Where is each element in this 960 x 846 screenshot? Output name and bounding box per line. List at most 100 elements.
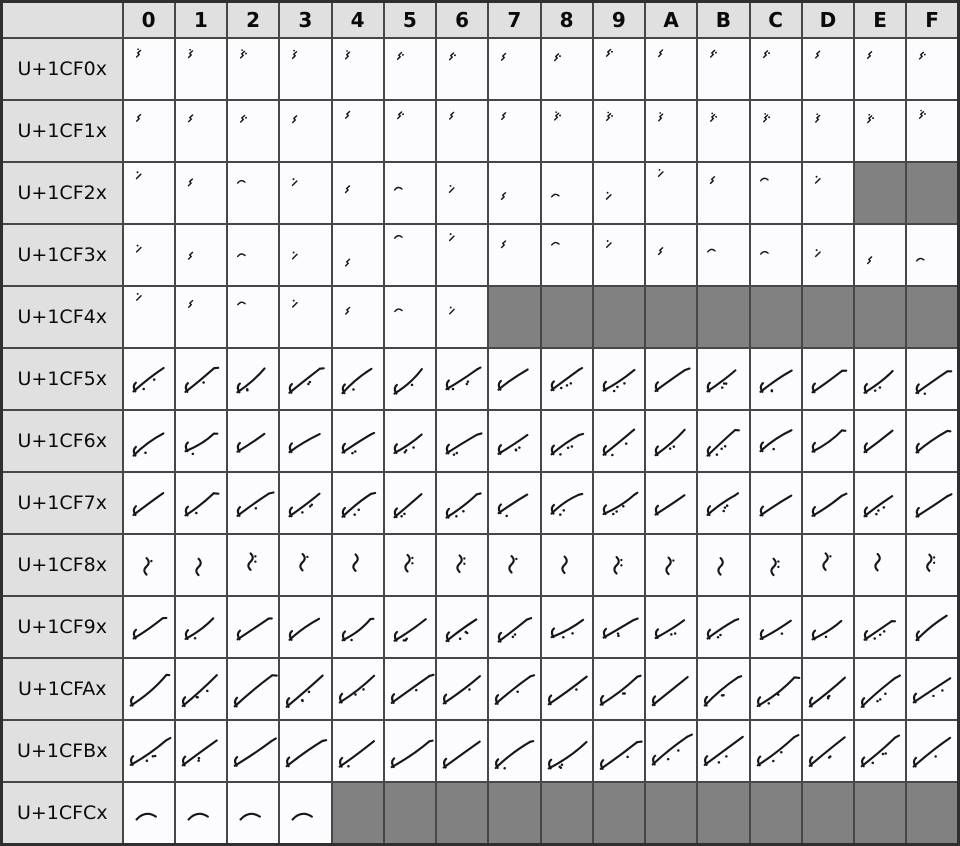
table-row: U+1CF8x [0,533,960,597]
znamenny-glyph [657,168,664,177]
znamenny-glyph [393,433,423,455]
znamenny-glyph [605,191,612,200]
znamenny-glyph [135,171,142,180]
glyph-cell [173,781,229,845]
glyph-cell [696,37,751,101]
znamenny-glyph [184,492,220,517]
znamenny-glyph [706,428,741,457]
glyph-cell [852,347,908,411]
znamenny-glyph [187,114,194,123]
glyph-cell [800,223,856,287]
znamenny-glyph [393,235,403,239]
glyph-cell [591,657,647,721]
znamenny-glyph [449,306,455,315]
column-header-A: A [643,0,699,39]
znamenny-glyph [288,367,325,394]
row-label: U+1CF4x [0,285,124,349]
znamenny-glyph [396,111,404,120]
znamenny-glyph [811,429,847,453]
glyph-cell [487,37,542,101]
glyph-cell [487,161,542,225]
glyph-cell [539,471,594,535]
column-header-5: 5 [382,0,438,39]
znamenny-glyph [703,675,743,707]
znamenny-glyph [811,369,848,394]
znamenny-glyph [390,739,434,769]
znamenny-glyph [814,175,821,184]
znamenny-glyph [605,48,613,57]
glyph-cell [278,471,333,535]
znamenny-glyph [599,740,643,770]
znamenny-glyph [239,49,247,59]
glyph-cell [487,409,542,473]
glyph-cell [382,161,438,225]
glyph-cell [225,37,281,101]
glyph-cell [852,657,908,721]
glyph-cell [434,347,490,411]
glyph-cell [591,471,647,535]
znamenny-glyph [602,617,639,639]
glyph-cell [173,99,229,163]
glyph-cell [905,719,960,783]
row-label: U+1CF3x [0,223,124,287]
table-row: U+1CF9x [0,595,960,659]
znamenny-glyph [599,674,642,706]
glyph-cell [173,719,229,783]
glyph-cell [330,161,385,225]
glyph-cell [539,719,594,783]
glyph-cell [121,471,176,535]
glyph-cell [434,223,490,287]
reserved-cell [748,285,803,349]
glyph-cell [382,285,438,349]
znamenny-glyph [236,179,246,184]
znamenny-glyph [915,614,948,642]
znamenny-glyph [651,733,693,766]
glyph-cell [696,161,751,225]
glyph-cell [852,719,908,783]
znamenny-glyph [494,674,536,705]
znamenny-glyph [135,244,142,253]
glyph-cell [330,657,385,721]
glyph-cell [905,223,960,287]
znamenny-glyph [866,50,873,60]
reserved-cell [800,781,856,845]
glyph-cell [382,595,438,659]
glyph-cell [382,533,438,597]
glyph-cell [905,409,960,473]
znamenny-glyph [863,620,897,641]
znamenny-glyph [292,115,298,124]
znamenny-glyph [291,812,314,821]
znamenny-glyph [811,619,843,641]
znamenny-glyph [822,552,832,571]
glyph-cell [225,161,281,225]
glyph-cell [800,533,856,597]
glyph-cell [748,409,803,473]
table-row: U+1CF2x [0,161,960,225]
znamenny-glyph [236,491,275,517]
glyph-cell [539,37,594,101]
glyph-cell [121,657,176,721]
glyph-cell [225,99,281,163]
glyph-cell [382,347,438,411]
glyph-cell [696,719,751,783]
glyph-cell [800,595,856,659]
znamenny-glyph [919,109,927,119]
znamenny-glyph [501,192,507,201]
znamenny-glyph [866,256,873,265]
row-label: U+1CF6x [0,409,124,473]
glyph-cell [225,533,281,597]
column-header-F: F [905,0,960,39]
glyph-cell [696,657,751,721]
znamenny-glyph [665,556,675,576]
znamenny-glyph [867,113,875,124]
glyph-cell [748,223,803,287]
glyph-cell [487,533,542,597]
glyph-cell [173,161,229,225]
znamenny-glyph [445,366,482,391]
znamenny-glyph [494,740,535,770]
reserved-cell [643,781,699,845]
znamenny-glyph [497,617,533,643]
glyph-cell [748,37,803,101]
znamenny-glyph [233,737,277,767]
